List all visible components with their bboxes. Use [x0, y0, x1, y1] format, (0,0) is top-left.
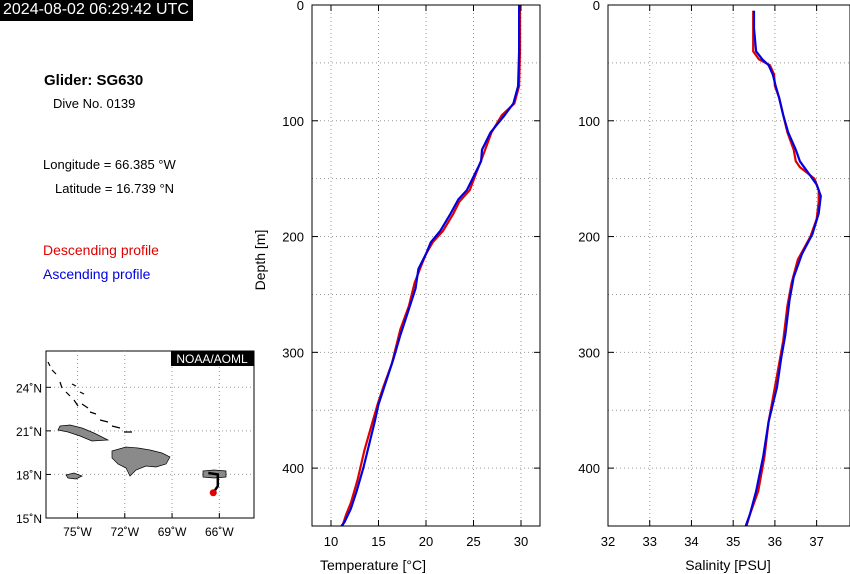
x-tick-label: 15 — [371, 534, 385, 549]
map-lon-label: 69˚W — [158, 525, 187, 539]
map-lat-label: 21˚N — [16, 425, 42, 439]
ascending-profile-line — [340, 5, 521, 527]
map-lon-label: 72˚W — [110, 525, 139, 539]
x-tick-label: 32 — [601, 534, 615, 549]
dive-number: Dive No. 0139 — [53, 96, 136, 111]
x-tick-label: 37 — [809, 534, 823, 549]
glider-position-marker — [209, 489, 217, 497]
y-tick-label: 400 — [282, 461, 304, 476]
descending-profile-line — [745, 10, 820, 527]
glider-track — [208, 471, 220, 494]
cuba-shape — [57, 424, 110, 442]
y-tick-label: 100 — [282, 114, 304, 129]
map-lat-label: 18˚N — [16, 468, 42, 482]
y-tick-label: 400 — [578, 461, 600, 476]
depth-axis-label: Depth [m] — [252, 230, 268, 291]
y-tick-label: 200 — [578, 230, 600, 245]
x-tick-label: 10 — [324, 534, 338, 549]
glider-title: Glider: SG630 — [44, 72, 144, 89]
x-tick-label: 25 — [466, 534, 480, 549]
longitude-readout: Longitude = 66.385 °W — [43, 157, 176, 172]
latitude-readout: Latitude = 16.739 °N — [55, 181, 175, 196]
map-lon-label: 75˚W — [63, 525, 92, 539]
map-lat-label: 24˚N — [16, 381, 42, 395]
bahamas-shape — [47, 361, 132, 433]
temperature-x-axis-label: Temperature [°C] — [320, 557, 426, 573]
y-tick-label: 300 — [578, 345, 600, 360]
y-tick-label: 100 — [578, 114, 600, 129]
x-tick-label: 30 — [514, 534, 528, 549]
salinity-plot-frame — [607, 4, 850, 527]
map-credit: NOAA/AOML — [176, 352, 248, 366]
legend-ascending: Ascending profile — [43, 266, 151, 282]
ascending-profile-line — [744, 10, 822, 527]
credit-badge — [171, 351, 254, 366]
temperature-chart: 10 15 20 25 30 0 100 200 300 400 Temperature [°C… — [252, 0, 541, 573]
x-tick-label: 35 — [726, 534, 740, 549]
y-tick-label: 300 — [282, 345, 304, 360]
legend-descending: Descending profile — [43, 242, 159, 258]
x-tick-label: 20 — [419, 534, 433, 549]
map-lon-label: 66˚W — [205, 525, 234, 539]
map-lat-label: 15˚N — [16, 512, 42, 526]
x-tick-label: 33 — [642, 534, 656, 549]
y-tick-label: 0 — [297, 0, 304, 13]
y-tick-label: 200 — [282, 230, 304, 245]
location-map: NOAA/AOML 24˚N 21˚N 18˚N 15˚N 75˚W 72˚W 69˚W 6… — [16, 350, 255, 539]
y-tick-label: 0 — [593, 0, 600, 13]
x-tick-label: 34 — [684, 534, 698, 549]
jamaica-shape — [65, 472, 83, 480]
hispaniola-shape — [111, 446, 171, 477]
x-tick-label: 36 — [768, 534, 782, 549]
salinity-x-axis-label: Salinity [PSU] — [685, 557, 771, 573]
timestamp-badge: 2024-08-02 06:29:42 UTC — [0, 0, 193, 21]
salinity-chart: 32 33 34 35 36 37 0 100 200 300 400 Salinity [PSU… — [578, 0, 850, 573]
